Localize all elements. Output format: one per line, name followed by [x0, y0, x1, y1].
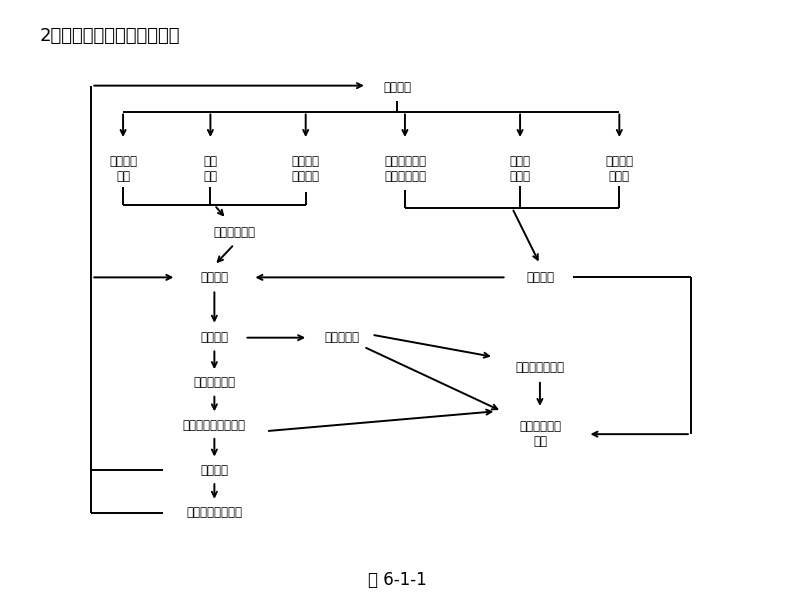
Text: 土地荒漠化: 土地荒漠化	[324, 331, 359, 344]
Text: 需要更多的劳动力: 需要更多的劳动力	[187, 506, 242, 519]
Text: 图 6-1-1: 图 6-1-1	[368, 571, 426, 589]
Text: 2．人口增长对环境的影响：: 2．人口增长对环境的影响：	[40, 27, 180, 45]
Text: 人均耕地减少: 人均耕地减少	[214, 226, 255, 239]
Text: 植被破坏: 植被破坏	[200, 271, 229, 284]
Text: 农作物单产不高不稳: 农作物单产不高不稳	[183, 418, 246, 432]
Text: 住房
增多: 住房 增多	[203, 155, 218, 183]
Text: 开垦土地: 开垦土地	[200, 464, 229, 477]
Text: 人口增多: 人口增多	[383, 81, 411, 94]
Text: 粮食需求
增多: 粮食需求 增多	[109, 155, 137, 183]
Text: 能源需
求增多: 能源需 求增多	[510, 155, 530, 183]
Text: 污染加剧: 污染加剧	[526, 271, 554, 284]
Text: 科教文化
设施增多: 科教文化 设施增多	[291, 155, 320, 183]
Text: 自然灾害频繁: 自然灾害频繁	[194, 376, 235, 390]
Text: 水资源需
求增多: 水资源需 求增多	[605, 155, 634, 183]
Text: 森林、草原等
资源利用增多: 森林、草原等 资源利用增多	[384, 155, 426, 183]
Text: 人类生存环境
退化: 人类生存环境 退化	[519, 420, 561, 448]
Text: 耕地退化: 耕地退化	[200, 331, 229, 344]
Text: 生物多样性破坏: 生物多样性破坏	[515, 361, 565, 374]
